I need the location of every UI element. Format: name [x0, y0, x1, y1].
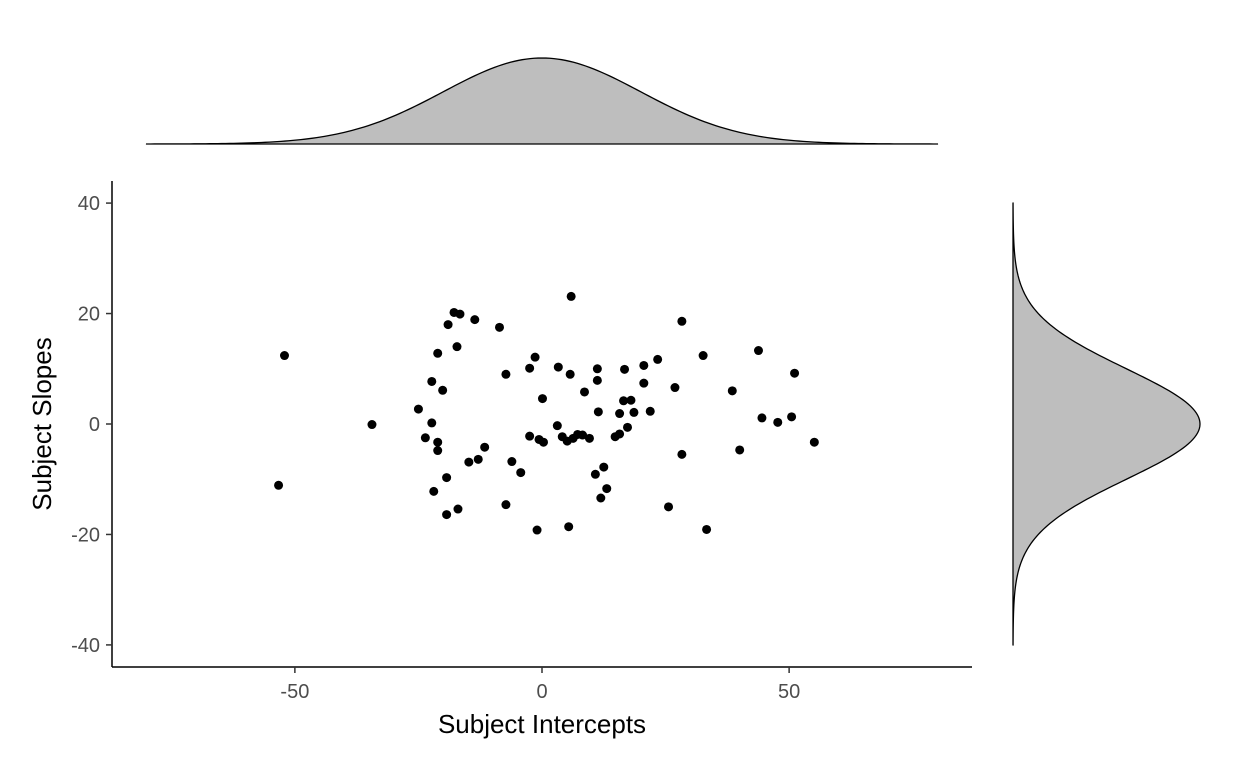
- scatter-point: [773, 417, 783, 427]
- scatter-point: [537, 394, 547, 404]
- scatter-point: [443, 320, 453, 330]
- scatter-point: [727, 386, 737, 396]
- top-marginal-density: [145, 57, 939, 145]
- scatter-point: [452, 342, 462, 352]
- x-density-curve: [145, 57, 939, 145]
- scatter-point: [501, 369, 511, 379]
- scatter-point: [592, 364, 602, 374]
- scatter-point: [620, 364, 630, 374]
- scatter-point: [670, 383, 680, 393]
- scatter-point: [698, 351, 708, 361]
- scatter-point: [552, 421, 562, 431]
- y-axis-title: Subject Slopes: [27, 337, 57, 510]
- scatter-point: [623, 422, 633, 432]
- scatter-point: [427, 418, 437, 428]
- x-tick-label: -50: [280, 681, 309, 703]
- scatter-point: [564, 522, 574, 532]
- scatter-point: [639, 378, 649, 388]
- scatter-point: [442, 510, 452, 520]
- y-tick-label: -40: [71, 635, 100, 657]
- scatter-point: [619, 396, 629, 406]
- y-tick-label: 20: [78, 304, 100, 326]
- x-tick-label: 0: [536, 681, 547, 703]
- scatter-point: [279, 351, 289, 361]
- scatter-point: [626, 395, 636, 405]
- scatter-point: [645, 406, 655, 416]
- scatter-point: [427, 376, 437, 386]
- y-axis-ticks: -40 -20 0 20 40: [71, 193, 112, 657]
- scatter-point: [615, 429, 625, 439]
- x-tick-label: 50: [778, 681, 800, 703]
- scatter-point: [664, 502, 674, 512]
- scatter-point: [532, 525, 542, 535]
- scatter-point: [455, 309, 465, 319]
- y-tick-label: -20: [71, 524, 100, 546]
- scatter-point: [453, 504, 463, 514]
- scatter-point: [677, 316, 687, 326]
- scatter-point: [565, 369, 575, 379]
- scatter-point: [702, 524, 712, 534]
- scatter-point: [593, 407, 603, 417]
- scatter-point: [473, 454, 483, 464]
- x-axis-ticks: -50 0 50: [280, 667, 800, 703]
- scatter-point: [580, 387, 590, 397]
- scatter-point: [525, 431, 535, 441]
- scatter-point: [507, 457, 517, 467]
- scatter-point: [530, 352, 540, 362]
- scatter-point: [433, 348, 443, 358]
- scatter-point: [584, 433, 594, 443]
- x-axis-title: Subject Intercepts: [438, 709, 646, 739]
- scatter-point: [790, 368, 800, 378]
- scatter-point: [438, 385, 448, 395]
- scatter-point: [602, 484, 612, 494]
- scatter-point: [639, 360, 649, 370]
- scatter-point: [413, 404, 423, 414]
- axes: [111, 181, 972, 668]
- scatter-point: [516, 468, 526, 478]
- scatter-point: [596, 493, 606, 503]
- scatter-point: [615, 409, 625, 419]
- scatter-point: [494, 322, 504, 332]
- scatter-point: [566, 291, 576, 301]
- scatter-point: [433, 446, 443, 456]
- scatter-point: [433, 437, 443, 447]
- scatter-point: [420, 433, 430, 443]
- scatter-point: [578, 430, 588, 440]
- scatter-point: [274, 480, 284, 490]
- scatter-point: [464, 457, 474, 467]
- y-tick-label: 40: [78, 193, 100, 215]
- scatter-point: [553, 362, 563, 372]
- scatter-point: [480, 442, 490, 452]
- y-tick-label: 0: [89, 414, 100, 436]
- y-density-curve: [1012, 202, 1201, 646]
- scatter-point: [757, 413, 767, 423]
- scatter-point: [525, 363, 535, 373]
- scatter-point: [735, 445, 745, 455]
- scatter-point: [538, 437, 548, 447]
- scatter-point: [470, 315, 480, 325]
- scatter-point: [429, 486, 439, 496]
- scatter-point: [629, 407, 639, 417]
- scatter-points: [274, 291, 819, 535]
- scatter-point: [501, 500, 511, 510]
- scatter-point: [653, 354, 663, 364]
- scatter-point: [442, 473, 452, 483]
- scatter-point: [787, 412, 797, 422]
- scatter-point: [367, 420, 377, 430]
- right-marginal-density: [1012, 202, 1201, 646]
- scatter-point: [753, 346, 763, 356]
- scatter-point: [809, 437, 819, 447]
- scatter-point: [592, 375, 602, 385]
- scatter-point: [677, 449, 687, 459]
- scatter-point: [590, 469, 600, 479]
- scatter-point: [599, 462, 609, 472]
